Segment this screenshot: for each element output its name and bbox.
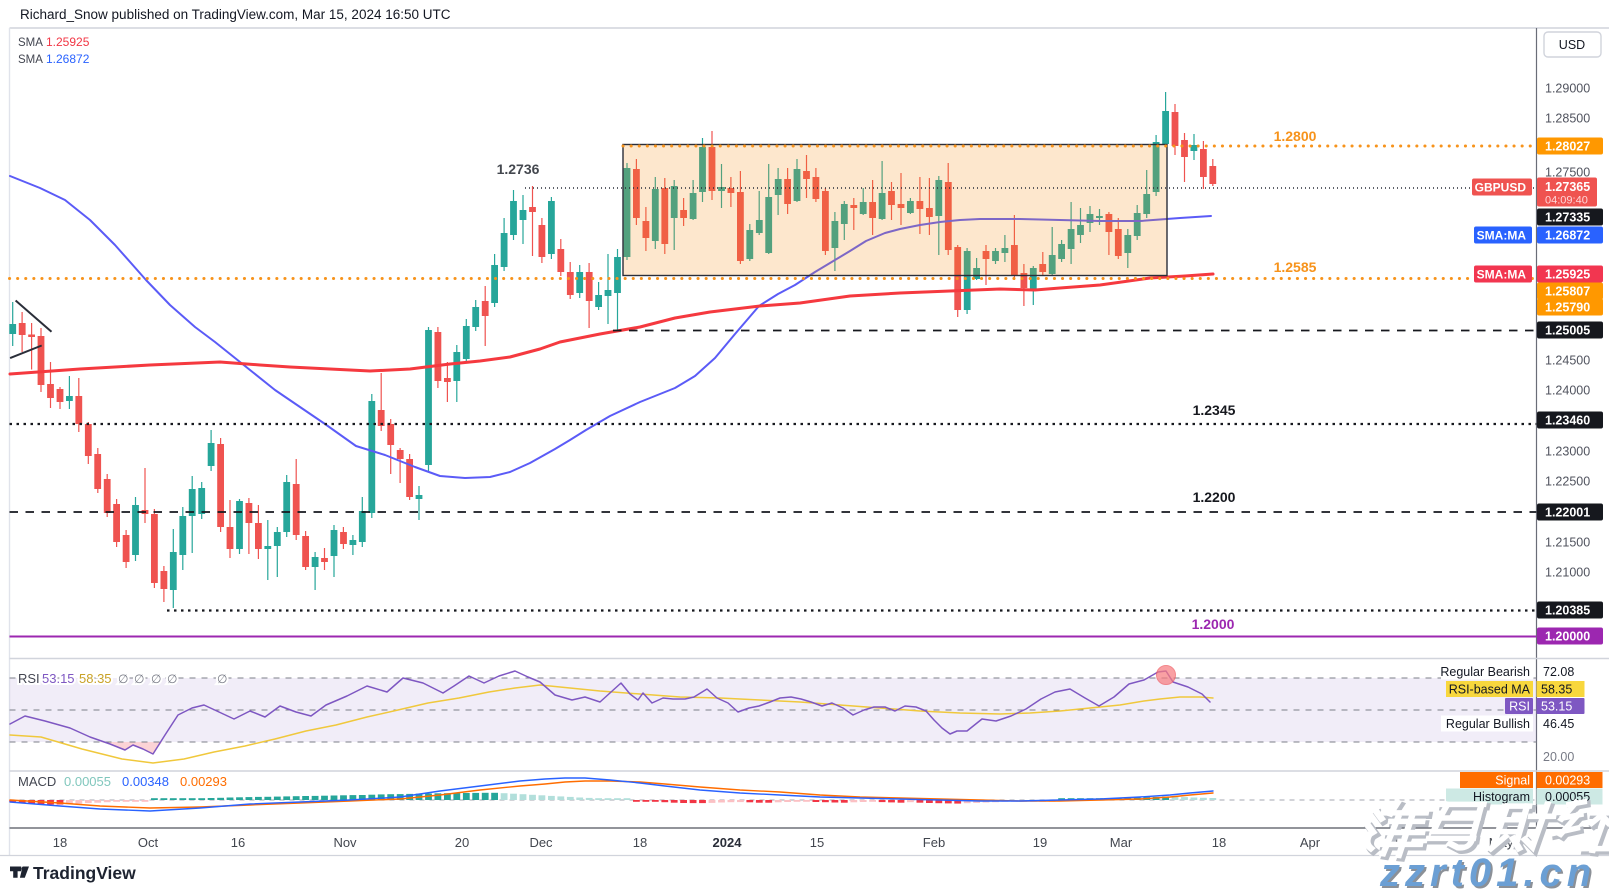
svg-text:1.20385: 1.20385 [1545,604,1590,618]
svg-text:MACD: MACD [18,774,56,789]
svg-text:Regular Bearish: Regular Bearish [1440,665,1530,679]
svg-text:1.25790: 1.25790 [1545,301,1590,315]
svg-text:∅: ∅ [167,672,177,686]
svg-text:1.22500: 1.22500 [1545,475,1590,489]
svg-text:1.20000: 1.20000 [1545,630,1590,644]
svg-text:Histogram: Histogram [1473,790,1530,804]
svg-text:Signal: Signal [1495,774,1530,788]
svg-text:Apr: Apr [1300,835,1321,850]
svg-text:18: 18 [53,835,67,850]
svg-text:Feb: Feb [923,835,945,850]
svg-text:1.28500: 1.28500 [1545,112,1590,126]
svg-text:0.00348: 0.00348 [122,774,169,789]
svg-text:1.2345: 1.2345 [1193,402,1236,418]
svg-text:SMA:MA: SMA:MA [1477,229,1527,243]
svg-text:20.00: 20.00 [1543,750,1574,764]
svg-text:Oct: Oct [138,835,159,850]
svg-text:TradingView: TradingView [33,863,136,883]
svg-text:04:09:40: 04:09:40 [1545,195,1588,207]
svg-text:18: 18 [1212,835,1226,850]
svg-text:1.27365: 1.27365 [1545,180,1590,194]
svg-text:1.2200: 1.2200 [1193,489,1236,505]
svg-text:58.35: 58.35 [1541,683,1572,697]
svg-text:RSI: RSI [1509,700,1530,714]
svg-text:1.27335: 1.27335 [1545,211,1590,225]
svg-text:SMA: SMA [18,54,43,66]
svg-text:1.21000: 1.21000 [1545,566,1590,580]
svg-text:1.26872: 1.26872 [46,52,90,66]
svg-text:1.22001: 1.22001 [1545,506,1590,520]
svg-text:1.21500: 1.21500 [1545,536,1590,550]
svg-text:1.25005: 1.25005 [1545,324,1590,338]
svg-text:Nov: Nov [333,835,357,850]
svg-text:zzrt01.cn: zzrt01.cn [1381,853,1598,891]
svg-text:SMA:MA: SMA:MA [1477,268,1527,282]
svg-text:Regular Bullish: Regular Bullish [1446,717,1530,731]
svg-text:53.15: 53.15 [42,671,75,686]
svg-text:zzrt01.cn: zzrt01.cn [1379,851,1596,891]
svg-text:19: 19 [1033,835,1047,850]
svg-text:Richard_Snow published on Trad: Richard_Snow published on TradingView.co… [20,7,451,22]
svg-text:53.15: 53.15 [1541,700,1572,714]
svg-text:∅: ∅ [118,672,128,686]
svg-text:0.00055: 0.00055 [64,774,111,789]
svg-text:1.2800: 1.2800 [1274,128,1317,144]
svg-text:∅: ∅ [217,672,227,686]
svg-text:72.08: 72.08 [1543,665,1574,679]
svg-text:1.25925: 1.25925 [46,35,90,49]
svg-text:1.24000: 1.24000 [1545,384,1590,398]
svg-text:1.28027: 1.28027 [1545,140,1590,154]
svg-text:∅: ∅ [151,672,161,686]
svg-text:1.2585: 1.2585 [1274,259,1317,275]
svg-text:RSI-based MA: RSI-based MA [1449,683,1531,697]
svg-text:1.27500: 1.27500 [1545,166,1590,180]
svg-text:0.00293: 0.00293 [1545,774,1590,788]
svg-text:2024: 2024 [713,835,743,850]
svg-text:Mar: Mar [1110,835,1133,850]
svg-text:1.26872: 1.26872 [1545,229,1590,243]
svg-text:1.2000: 1.2000 [1192,616,1235,632]
svg-text:1.25925: 1.25925 [1545,268,1590,282]
svg-text:58.35: 58.35 [79,671,112,686]
svg-text:20: 20 [455,835,469,850]
svg-text:16: 16 [231,835,245,850]
svg-text:GBPUSD: GBPUSD [1475,181,1527,195]
svg-text:1.24500: 1.24500 [1545,354,1590,368]
svg-text:∅: ∅ [134,672,144,686]
svg-text:1.23000: 1.23000 [1545,445,1590,459]
svg-text:1.25807: 1.25807 [1545,285,1590,299]
svg-text:1.23460: 1.23460 [1545,414,1590,428]
svg-text:46.45: 46.45 [1543,717,1574,731]
svg-text:1.29000: 1.29000 [1545,82,1590,96]
svg-text:SMA: SMA [18,37,43,49]
svg-text:USD: USD [1559,38,1585,52]
svg-text:15: 15 [810,835,824,850]
svg-text:18: 18 [633,835,647,850]
svg-text:0.00293: 0.00293 [180,774,227,789]
svg-text:RSI: RSI [18,671,40,686]
svg-text:1.2736: 1.2736 [497,161,540,177]
svg-text:Dec: Dec [529,835,553,850]
